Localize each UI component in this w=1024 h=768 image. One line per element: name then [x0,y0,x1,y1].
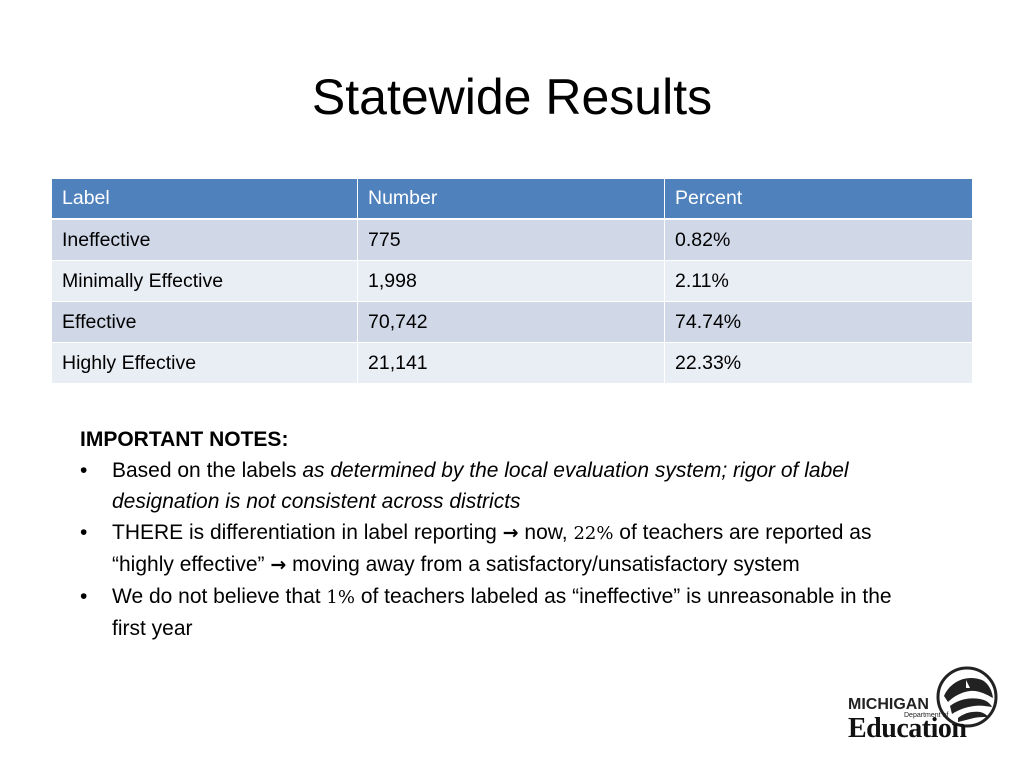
cell-number: 21,141 [358,343,665,384]
cell-percent: 74.74% [665,302,972,343]
logo-text-education: Education [848,713,967,744]
arrow-right-icon: → [270,554,287,576]
note-text: now, [518,521,574,544]
note-italic-text: as determined by the local evaluation sy… [112,459,849,513]
note-text: Based on the labels [112,459,303,482]
column-header-label: Label [52,179,358,220]
bullet-icon: • [80,459,88,482]
cell-label: Ineffective [52,220,358,261]
important-notes: IMPORTANT NOTES: • Based on the labels as… [80,424,910,644]
table-header-row: Label Number Percent [52,179,972,220]
cell-percent: 22.33% [665,343,972,384]
results-table: Label Number Percent Ineffective 775 0.8… [52,179,972,384]
michigan-education-logo: MICHIGAN Department of Education [848,666,998,744]
note-text: We do not believe that [112,585,327,608]
table-row: Minimally Effective 1,998 2.11% [52,261,972,302]
list-item: • Based on the labels as determined by th… [80,455,910,517]
logo-text-michigan: MICHIGAN [848,696,929,713]
table-row: Effective 70,742 74.74% [52,302,972,343]
note-percent: 22% [573,523,614,544]
list-item: • We do not believe that 1% of teachers l… [80,581,910,644]
note-text: of teachers labeled as “ineffective” is … [112,585,892,640]
column-header-percent: Percent [665,179,972,220]
list-item: • THERE is differentiation in label repor… [80,517,910,581]
cell-percent: 0.82% [665,220,972,261]
arrow-right-icon: → [502,522,519,544]
table-row: Highly Effective 21,141 22.33% [52,343,972,384]
slide-title: Statewide Results [311,69,713,125]
michigan-map-icon [936,666,998,728]
cell-label: Highly Effective [52,343,358,384]
cell-label: Effective [52,302,358,343]
note-percent: 1% [326,587,355,608]
cell-number: 70,742 [358,302,665,343]
cell-percent: 2.11% [665,261,972,302]
table-row: Ineffective 775 0.82% [52,220,972,261]
note-text: moving away from a satisfactory/unsatisf… [286,553,800,576]
bullet-icon: • [80,585,88,608]
column-header-number: Number [358,179,665,220]
cell-number: 1,998 [358,261,665,302]
cell-number: 775 [358,220,665,261]
note-text: THERE is differentiation in label report… [112,521,503,544]
bullet-icon: • [80,521,88,544]
notes-heading: IMPORTANT NOTES: [80,428,289,451]
note-text: of teachers are reported as “highly effe… [112,521,872,576]
cell-label: Minimally Effective [52,261,358,302]
notes-list: • Based on the labels as determined by th… [80,455,910,644]
logo-text-department: Department of [904,712,949,719]
